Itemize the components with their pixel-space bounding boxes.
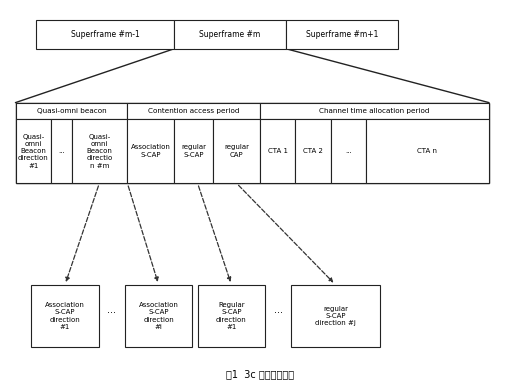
Text: CTA n: CTA n (418, 148, 437, 154)
Text: regular
S-CAP: regular S-CAP (181, 145, 206, 158)
Text: Quasi-
omni
Beacon
directio
n #m: Quasi- omni Beacon directio n #m (86, 134, 113, 168)
Bar (16, 103, 489, 183)
Text: Superframe #m: Superframe #m (200, 30, 261, 39)
Text: 图1  3c 定向超帧结构: 图1 3c 定向超帧结构 (226, 369, 294, 379)
Bar (36, 20, 174, 49)
Text: ...: ... (107, 305, 116, 315)
Bar (72, 119, 127, 183)
Bar (125, 285, 192, 347)
Text: CTA 2: CTA 2 (303, 148, 323, 154)
Text: ...: ... (274, 305, 283, 315)
Bar (213, 119, 260, 183)
Bar (174, 119, 213, 183)
Text: Quasi-
omni
Beacon
direction
#1: Quasi- omni Beacon direction #1 (18, 134, 49, 168)
Bar (198, 285, 265, 347)
Bar (51, 119, 72, 183)
Text: Superframe #m-1: Superframe #m-1 (71, 30, 140, 39)
Text: regular
S-CAP
direction #j: regular S-CAP direction #j (315, 306, 356, 326)
Text: Association
S-CAP: Association S-CAP (131, 145, 171, 158)
Text: Superframe #m+1: Superframe #m+1 (306, 30, 378, 39)
Bar (295, 119, 331, 183)
Text: Quasi-omni beacon: Quasi-omni beacon (37, 108, 106, 114)
Bar (174, 20, 286, 49)
Bar (16, 103, 127, 119)
Text: Channel time allocation period: Channel time allocation period (319, 108, 430, 114)
Bar (31, 285, 99, 347)
Text: regular
CAP: regular CAP (224, 145, 249, 158)
Bar (331, 119, 366, 183)
Bar (127, 119, 174, 183)
Text: CTA 1: CTA 1 (268, 148, 288, 154)
Text: Association
S-CAP
direction
#1: Association S-CAP direction #1 (45, 302, 85, 330)
Bar (260, 103, 489, 119)
Bar (291, 285, 380, 347)
Bar (260, 119, 295, 183)
Text: ...: ... (345, 148, 352, 154)
Bar (16, 119, 51, 183)
Text: Contention access period: Contention access period (148, 108, 239, 114)
Bar (127, 103, 260, 119)
Text: Regular
S-CAP
direction
#1: Regular S-CAP direction #1 (216, 302, 247, 330)
Text: ...: ... (58, 148, 64, 154)
Bar (286, 20, 398, 49)
Bar (366, 119, 489, 183)
Text: Association
S-CAP
direction
#i: Association S-CAP direction #i (139, 302, 178, 330)
